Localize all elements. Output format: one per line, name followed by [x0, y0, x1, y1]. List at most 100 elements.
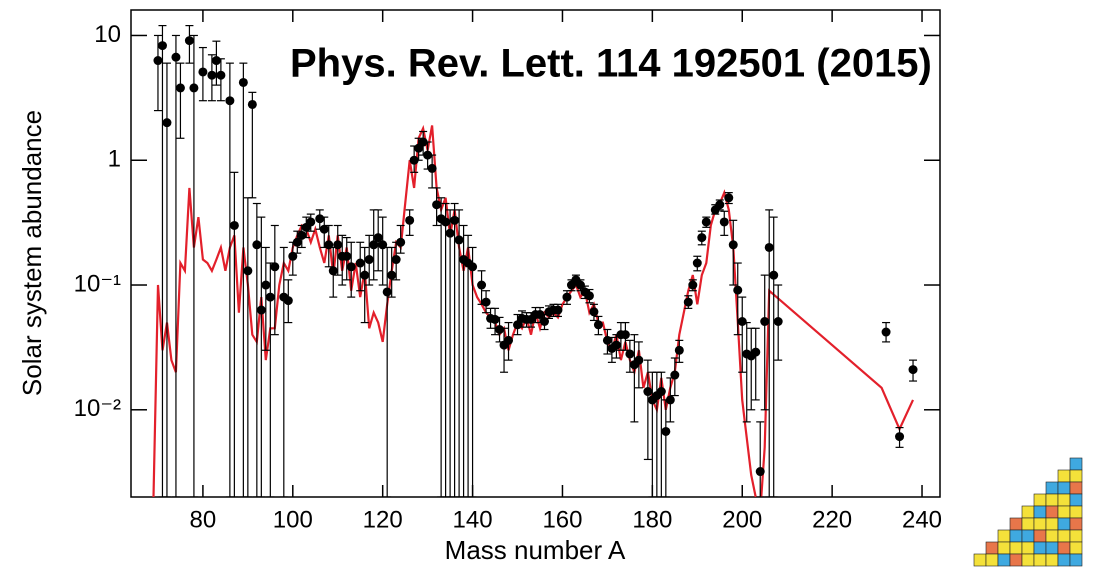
data-point — [229, 220, 239, 230]
data-point — [589, 307, 599, 317]
nuclide-cell — [997, 553, 1011, 567]
nuclide-cell — [1009, 517, 1023, 531]
data-point — [495, 325, 505, 335]
data-point — [247, 99, 257, 109]
data-point — [908, 365, 918, 375]
nuclide-cell — [1021, 517, 1035, 531]
data-point — [773, 317, 783, 327]
data-point — [346, 262, 356, 272]
nuclide-cell — [1069, 469, 1083, 483]
nuclide-cell — [1021, 529, 1035, 543]
nuclide-cell — [1057, 541, 1071, 555]
data-point — [584, 291, 594, 301]
data-point — [692, 258, 702, 268]
data-point — [409, 155, 419, 165]
data-point — [184, 36, 194, 46]
nuclide-cell — [1021, 541, 1035, 555]
data-point — [333, 240, 343, 250]
nuclide-cell — [1057, 529, 1071, 543]
data-point — [724, 193, 734, 203]
nuclide-cell — [973, 553, 987, 567]
data-point — [238, 77, 248, 87]
data-point — [189, 83, 199, 93]
data-point — [405, 215, 415, 225]
data-point — [490, 314, 500, 324]
data-point — [562, 292, 572, 302]
data-point — [688, 280, 698, 290]
data-point — [153, 56, 163, 66]
data-point — [157, 41, 167, 51]
data-point — [764, 242, 774, 252]
data-point — [396, 237, 406, 247]
data-point — [445, 228, 455, 238]
data-point — [207, 70, 217, 80]
nuclide-cell — [1045, 541, 1059, 555]
x-tick-label: 140 — [453, 506, 493, 533]
x-tick-label: 80 — [190, 506, 217, 533]
data-point — [656, 387, 666, 397]
data-point — [283, 296, 293, 306]
nuclide-cell — [1033, 553, 1047, 567]
nuclide-cell — [1069, 481, 1083, 495]
data-point — [751, 347, 761, 357]
nuclide-cell — [985, 553, 999, 567]
nuclide-cell — [1057, 481, 1071, 495]
chart-title: Phys. Rev. Lett. 114 192501 (2015) — [290, 42, 932, 86]
nuclide-cell — [1045, 481, 1059, 495]
data-point — [342, 251, 352, 261]
data-point — [454, 235, 464, 245]
nuclide-cell — [997, 541, 1011, 555]
nuclide-cell — [1069, 493, 1083, 507]
data-point — [198, 67, 208, 77]
data-point — [427, 163, 437, 173]
nuclide-cell — [1009, 541, 1023, 555]
nuclide-chart-decoration — [973, 457, 1083, 567]
data-point — [373, 233, 383, 243]
data-point — [225, 96, 235, 106]
data-point — [535, 310, 545, 320]
x-tick-label: 160 — [542, 506, 582, 533]
data-point — [728, 240, 738, 250]
data-point — [611, 340, 621, 350]
nuclide-cell — [1057, 493, 1071, 507]
data-point — [477, 280, 487, 290]
data-point — [319, 224, 329, 234]
data-point — [881, 327, 891, 337]
nuclide-cell — [1045, 529, 1059, 543]
nuclide-cell — [1045, 553, 1059, 567]
data-point — [670, 370, 680, 380]
data-point — [387, 270, 397, 280]
data-point — [593, 320, 603, 330]
data-point — [683, 297, 693, 307]
data-point — [634, 355, 644, 365]
data-point — [481, 297, 491, 307]
data-point — [360, 270, 370, 280]
data-point — [769, 270, 779, 280]
data-point — [292, 237, 302, 247]
y-axis-label: Solar system abundance — [17, 110, 47, 396]
data-point — [450, 215, 460, 225]
data-point — [468, 262, 478, 272]
data-point — [369, 240, 379, 250]
x-tick-label: 100 — [273, 506, 313, 533]
data-point — [625, 349, 635, 359]
data-point — [602, 335, 612, 345]
nuclide-cell — [1069, 517, 1083, 531]
data-point — [328, 266, 338, 276]
data-point — [620, 330, 630, 340]
data-point — [733, 285, 743, 295]
data-point — [162, 118, 172, 128]
nuclide-cell — [1021, 505, 1035, 519]
nuclide-cell — [1069, 505, 1083, 519]
nuclide-cell — [1033, 529, 1047, 543]
data-point — [211, 56, 221, 66]
data-point — [265, 292, 275, 302]
data-point — [288, 251, 298, 261]
data-point — [216, 70, 226, 80]
nuclide-cell — [1045, 517, 1059, 531]
nuclide-cell — [1069, 553, 1083, 567]
data-point — [665, 395, 675, 405]
y-tick-label: 10 — [94, 21, 121, 48]
y-tick-label: 10⁻¹ — [74, 270, 121, 297]
